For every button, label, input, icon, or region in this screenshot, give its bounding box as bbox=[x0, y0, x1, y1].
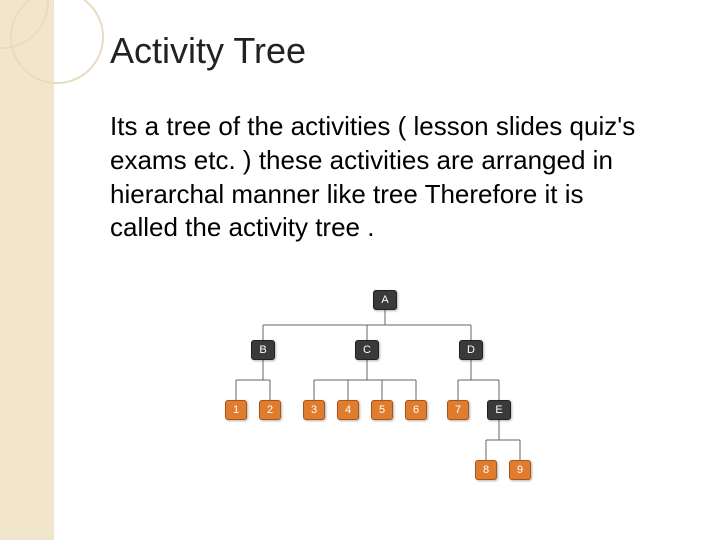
node-A: A bbox=[373, 290, 397, 310]
node-7: 7 bbox=[447, 400, 469, 420]
node-C: C bbox=[355, 340, 379, 360]
node-6: 6 bbox=[405, 400, 427, 420]
node-3: 3 bbox=[303, 400, 325, 420]
node-E: E bbox=[487, 400, 511, 420]
node-1: 1 bbox=[225, 400, 247, 420]
node-2: 2 bbox=[259, 400, 281, 420]
activity-tree-diagram: A B C D 12 34567E 89 bbox=[205, 290, 565, 520]
slide-title: Activity Tree bbox=[110, 30, 306, 72]
node-5: 5 bbox=[371, 400, 393, 420]
node-B: B bbox=[251, 340, 275, 360]
node-D: D bbox=[459, 340, 483, 360]
decor-circle-2 bbox=[10, 0, 104, 84]
slide-body: Its a tree of the activities ( lesson sl… bbox=[110, 110, 650, 245]
node-4: 4 bbox=[337, 400, 359, 420]
node-9: 9 bbox=[509, 460, 531, 480]
node-8: 8 bbox=[475, 460, 497, 480]
